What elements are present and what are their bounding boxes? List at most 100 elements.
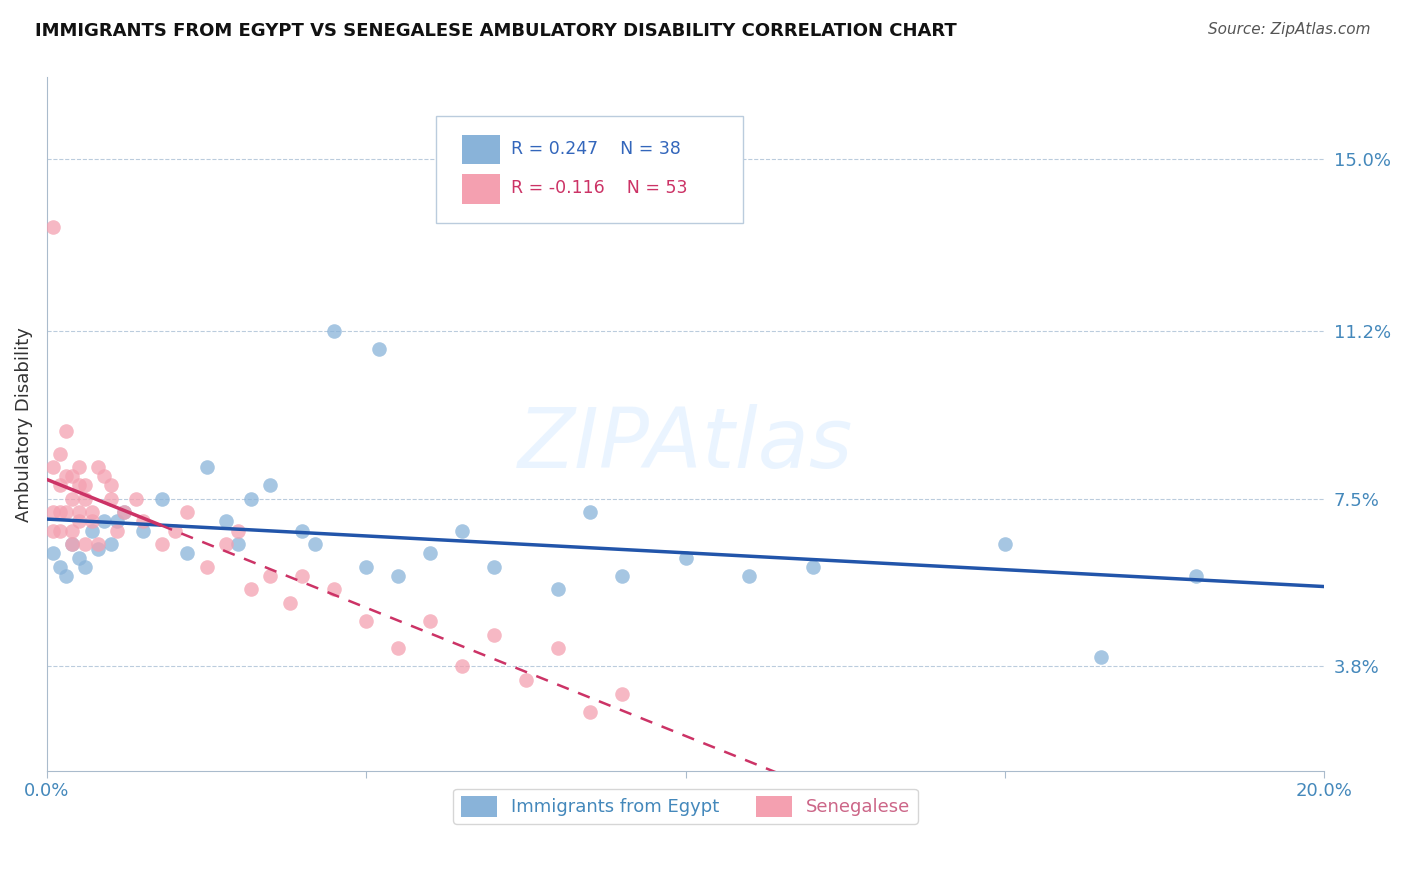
Bar — [463, 135, 501, 164]
Point — [368, 343, 391, 357]
Point — [112, 505, 135, 519]
Point — [87, 537, 110, 551]
Point — [738, 569, 761, 583]
Point — [451, 524, 474, 538]
Point — [240, 582, 263, 597]
Text: Source: ZipAtlas.com: Source: ZipAtlas.com — [1208, 22, 1371, 37]
Bar — [463, 175, 501, 203]
Point — [451, 659, 474, 673]
Point — [93, 515, 115, 529]
Point — [93, 469, 115, 483]
Point — [150, 537, 173, 551]
Point — [100, 478, 122, 492]
Point — [48, 478, 70, 492]
Point — [62, 524, 84, 538]
Point — [67, 505, 90, 519]
Point — [100, 537, 122, 551]
Point — [195, 460, 218, 475]
Point — [994, 537, 1017, 551]
Point — [42, 219, 65, 234]
Text: R = -0.116    N = 53: R = -0.116 N = 53 — [510, 179, 688, 197]
Point — [62, 491, 84, 506]
Point — [323, 324, 346, 338]
Point — [100, 491, 122, 506]
Point — [176, 505, 198, 519]
Point — [323, 582, 346, 597]
Point — [105, 515, 128, 529]
Point — [80, 505, 103, 519]
Text: R = 0.247    N = 38: R = 0.247 N = 38 — [510, 140, 681, 158]
Point — [547, 582, 569, 597]
Point — [215, 515, 238, 529]
Point — [291, 524, 314, 538]
Point — [131, 524, 153, 538]
Point — [48, 559, 70, 574]
Point — [259, 569, 281, 583]
Point — [387, 569, 409, 583]
Point — [482, 559, 505, 574]
Point — [55, 424, 77, 438]
FancyBboxPatch shape — [436, 116, 742, 223]
Point — [354, 614, 377, 628]
Text: ZIPAtlas: ZIPAtlas — [517, 404, 853, 485]
Point — [80, 524, 103, 538]
Point — [87, 460, 110, 475]
Point — [67, 515, 90, 529]
Point — [150, 491, 173, 506]
Point — [62, 537, 84, 551]
Point — [610, 569, 633, 583]
Point — [228, 537, 250, 551]
Point — [278, 596, 301, 610]
Point — [291, 569, 314, 583]
Point — [547, 641, 569, 656]
Point — [228, 524, 250, 538]
Point — [1090, 650, 1112, 665]
Point — [67, 460, 90, 475]
Point — [55, 469, 77, 483]
Point — [610, 687, 633, 701]
Point — [112, 505, 135, 519]
Y-axis label: Ambulatory Disability: Ambulatory Disability — [15, 326, 32, 522]
Point — [67, 550, 90, 565]
Point — [42, 524, 65, 538]
Point — [515, 673, 537, 687]
Point — [55, 569, 77, 583]
Point — [42, 505, 65, 519]
Point — [215, 537, 238, 551]
Point — [482, 628, 505, 642]
Point — [48, 524, 70, 538]
Point — [67, 478, 90, 492]
Point — [48, 446, 70, 460]
Point — [75, 478, 97, 492]
Point — [62, 537, 84, 551]
Point — [48, 505, 70, 519]
Point — [42, 546, 65, 560]
Point — [62, 469, 84, 483]
Point — [75, 491, 97, 506]
Point — [304, 537, 326, 551]
Point — [176, 546, 198, 560]
Point — [578, 705, 600, 719]
Point — [163, 524, 186, 538]
Point — [1185, 569, 1208, 583]
Legend: Immigrants from Egypt, Senegalese: Immigrants from Egypt, Senegalese — [454, 789, 918, 824]
Point — [419, 546, 441, 560]
Point — [259, 478, 281, 492]
Point — [354, 559, 377, 574]
Point — [105, 524, 128, 538]
Point — [55, 505, 77, 519]
Point — [87, 541, 110, 556]
Point — [75, 559, 97, 574]
Point — [195, 559, 218, 574]
Point — [75, 537, 97, 551]
Point — [240, 491, 263, 506]
Point — [578, 505, 600, 519]
Point — [387, 641, 409, 656]
Text: IMMIGRANTS FROM EGYPT VS SENEGALESE AMBULATORY DISABILITY CORRELATION CHART: IMMIGRANTS FROM EGYPT VS SENEGALESE AMBU… — [35, 22, 957, 40]
Point — [131, 515, 153, 529]
Point — [675, 550, 697, 565]
Point — [42, 460, 65, 475]
Point — [419, 614, 441, 628]
Point — [125, 491, 148, 506]
Point — [80, 515, 103, 529]
